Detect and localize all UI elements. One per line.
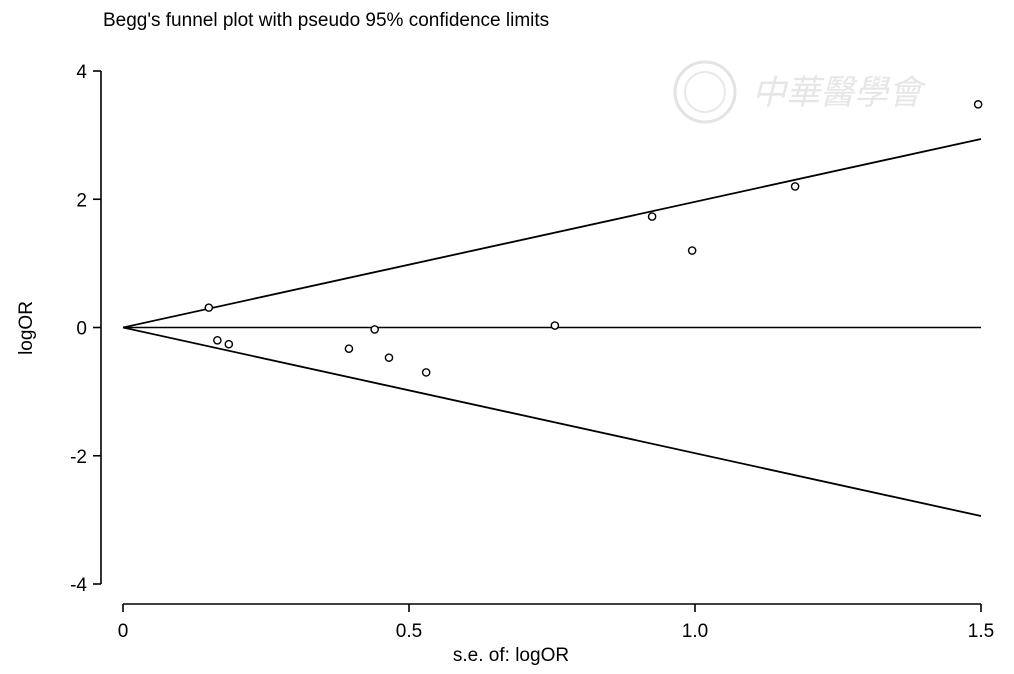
study-point — [213, 336, 222, 345]
study-point — [973, 100, 983, 109]
study-point — [344, 344, 354, 353]
study-point — [384, 353, 394, 362]
watermark-logo: 中華醫學會 — [673, 60, 927, 124]
watermark-seal-icon — [673, 60, 737, 124]
study-point — [421, 368, 431, 377]
study-point — [790, 182, 800, 191]
lower-pseudo-ci-line — [122, 326, 982, 517]
chart-title: Begg's funnel plot with pseudo 95% confi… — [103, 10, 550, 31]
y-tick-label: 0 — [76, 319, 87, 340]
study-points — [204, 100, 983, 377]
y-tick-label: -2 — [70, 447, 87, 468]
axis-labels: s.e. of: logOR logOR — [16, 301, 569, 666]
y-tick-label: 2 — [76, 190, 87, 211]
axes: 4 2 0 -2 -4 0 0.5 1.0 1.5 — [70, 62, 994, 642]
upper-pseudo-ci-line — [122, 138, 982, 329]
y-axis-label: logOR — [16, 301, 37, 355]
x-tick-label: 1.0 — [682, 621, 708, 642]
y-tick-label: -4 — [70, 575, 87, 596]
study-point — [224, 339, 234, 349]
x-tick-label: 0 — [118, 621, 129, 642]
x-axis-label: s.e. of: logOR — [453, 645, 569, 666]
study-point — [204, 303, 214, 312]
study-point — [647, 212, 657, 221]
study-point — [370, 325, 379, 334]
watermark-seal-inner-icon — [684, 71, 726, 113]
study-point — [550, 321, 560, 330]
study-point — [687, 246, 697, 255]
watermark-text: 中華醫學會 — [752, 73, 927, 113]
x-tick-label: 1.5 — [968, 621, 994, 642]
y-tick-label: 4 — [76, 62, 87, 83]
x-tick-label: 0.5 — [396, 621, 422, 642]
